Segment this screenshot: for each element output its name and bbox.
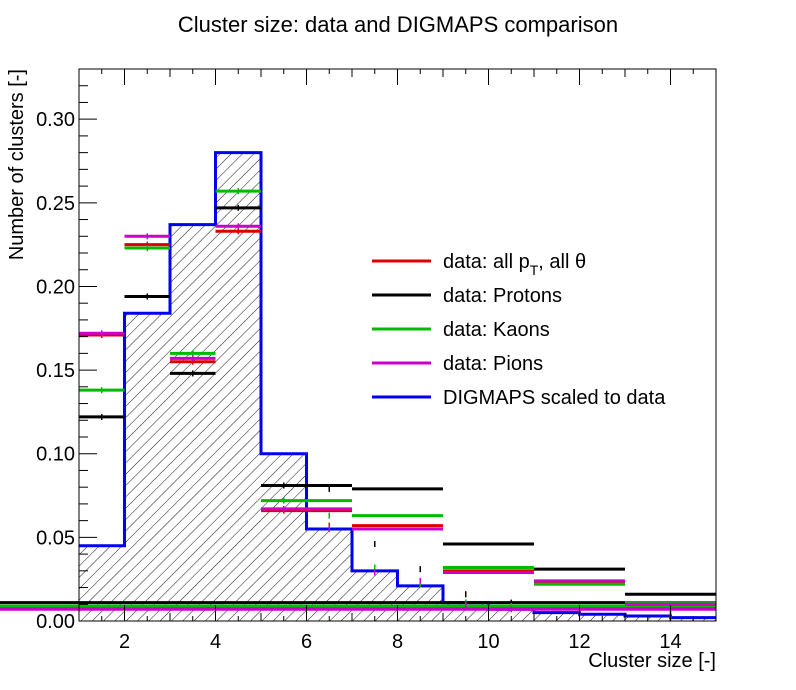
x-tick-label: 8 (392, 631, 403, 653)
histogram-fill (79, 152, 716, 622)
y-tick-label: 0.10 (36, 444, 75, 466)
x-tick-label: 14 (659, 631, 681, 653)
legend-label-4: DIGMAPS scaled to data (443, 387, 666, 409)
y-tick-label: 0.20 (36, 276, 75, 298)
axes: 2 4 6 8 10 12 14 0.00 0.05 0.10 0.15 0.20 0.25 0.30 (36, 68, 717, 653)
x-tick-label: 2 (119, 631, 130, 653)
x-tick-label: 4 (210, 631, 221, 653)
chart-title: Cluster size: data and DIGMAPS compariso… (178, 12, 618, 37)
x-tick-label: 12 (568, 631, 590, 653)
series-1 (0, 204, 716, 616)
series-2 (0, 188, 716, 619)
data-series-layer (0, 188, 716, 621)
series-3 (0, 223, 716, 621)
y-tick-label: 0.25 (36, 193, 75, 215)
x-tick-label: 10 (477, 631, 499, 653)
y-axis-label: Number of clusters [-] (6, 69, 28, 260)
legend-label-2: data: Kaons (443, 319, 550, 341)
histogram-layer (79, 151, 716, 622)
x-tick-label: 6 (301, 631, 312, 653)
y-tick-label: 0.30 (36, 109, 75, 131)
y-tick-label: 0.00 (36, 611, 75, 633)
legend-label-3: data: Pions (443, 353, 543, 375)
y-tick-label: 0.05 (36, 527, 75, 549)
legend: data: all pT, all θ data: Protons data: Ka… (372, 251, 666, 409)
legend-label-0: data: all pT, all θ (443, 251, 586, 278)
y-tick-label: 0.15 (36, 360, 75, 382)
histogram-outline (79, 151, 716, 620)
x-axis-label: Cluster size [-] (588, 650, 716, 672)
legend-label-1: data: Protons (443, 285, 562, 307)
